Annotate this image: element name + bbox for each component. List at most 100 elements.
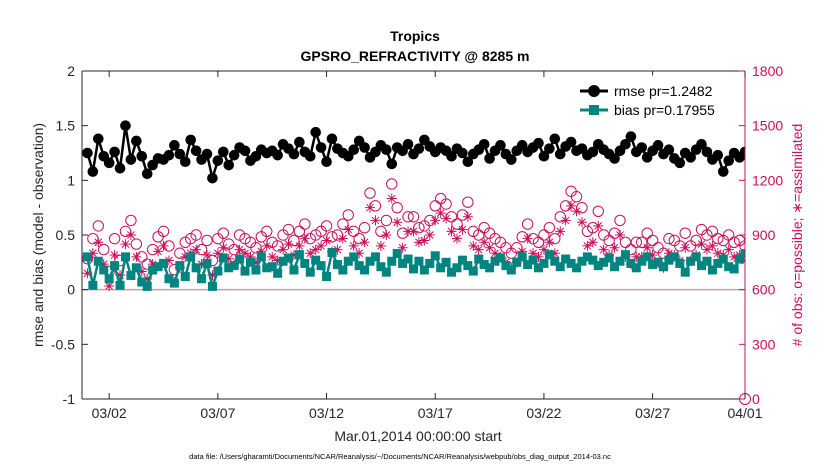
- rmse-point: [310, 126, 321, 138]
- bias-point: [218, 253, 228, 263]
- bias-point: [430, 251, 440, 261]
- rmse-point: [723, 155, 734, 166]
- bias-point: [376, 262, 386, 272]
- obs-assimilated-point: [163, 255, 174, 266]
- obs-possible-point: [391, 201, 403, 214]
- bias-point: [99, 265, 109, 275]
- obs-possible-point: [722, 229, 735, 241]
- obs-assimilated-point: [392, 217, 403, 228]
- rmse-point: [223, 159, 235, 171]
- obs-assimilated-point: [593, 220, 604, 231]
- bias-point: [153, 262, 163, 272]
- obs-assimilated-point: [299, 233, 310, 244]
- obs-assimilated-point: [615, 230, 626, 240]
- bias-point: [419, 265, 429, 275]
- bias-point: [577, 256, 587, 266]
- obs-assimilated-point: [158, 240, 169, 251]
- rmse-point: [652, 140, 664, 151]
- rmse-point: [217, 146, 229, 158]
- obs-possible-point: [92, 220, 105, 232]
- obs-assimilated-point: [386, 193, 397, 204]
- obs-assimilated-point: [305, 248, 316, 259]
- obs-assimilated-point: [408, 226, 419, 237]
- obs-possible-point: [625, 243, 637, 256]
- rmse-point: [272, 149, 283, 161]
- obs-possible-point: [98, 243, 110, 256]
- obs-assimilated-point: [147, 259, 158, 270]
- bias-point: [186, 252, 196, 262]
- rmse-point: [609, 153, 620, 164]
- bias-point: [197, 274, 207, 284]
- obs-assimilated-point: [441, 213, 452, 224]
- bias-point: [561, 254, 571, 264]
- obs-assimilated-point: [538, 244, 549, 255]
- y2-axis-label: # of obs: o=possible; ∗=assimilated: [789, 124, 805, 347]
- obs-assimilated-point: [723, 244, 734, 255]
- axes: -1 -0.5 0 0.5 1 1.5 2 0 300 600 900 1200 1500 1800 03/…: [51, 63, 783, 421]
- legend-bias-label: bias pr=0.17955: [614, 102, 715, 118]
- bias-point: [610, 262, 620, 272]
- bias-point: [495, 253, 505, 263]
- bias-point: [115, 280, 125, 290]
- obs-possible-point: [386, 178, 398, 190]
- obs-assimilated-point: [104, 281, 115, 292]
- obs-assimilated-point: [120, 239, 131, 250]
- bias-point: [322, 272, 332, 282]
- rmse-point: [304, 150, 316, 162]
- rmse-point: [478, 138, 490, 150]
- rmse-point: [717, 166, 729, 177]
- rmse-point: [125, 154, 137, 165]
- rmse-point: [663, 144, 675, 156]
- obs-assimilated-point: [212, 248, 223, 259]
- obs-possible-point: [364, 187, 376, 199]
- rmse-point: [114, 163, 126, 174]
- bias-point: [148, 265, 158, 275]
- rmse-point: [212, 155, 224, 166]
- obs-possible-point: [299, 218, 311, 230]
- legend-rmse-marker: [588, 85, 600, 97]
- rmse-point: [506, 154, 517, 165]
- obs-possible-point: [190, 229, 202, 241]
- rmse-point: [201, 148, 213, 160]
- rmse-point: [103, 157, 115, 169]
- obs-assimilated-point: [571, 206, 582, 217]
- bias-point: [370, 252, 380, 262]
- bias-point: [517, 252, 527, 262]
- rmse-point: [402, 138, 414, 150]
- y2-tick-label: 1800: [752, 63, 783, 79]
- obs-possible-point: [473, 229, 485, 241]
- rmse-point: [326, 133, 338, 145]
- obs-possible-point: [641, 227, 653, 239]
- obs-possible-point: [293, 225, 306, 238]
- obs-assimilated-point: [288, 250, 299, 261]
- bias-point: [278, 256, 288, 266]
- bias-point: [729, 264, 739, 274]
- obs-assimilated-point: [451, 233, 462, 244]
- rmse-point: [495, 140, 506, 151]
- bias-point: [409, 264, 418, 274]
- y-axis-label: rmse and bias (model - observation): [30, 123, 46, 347]
- obs-assimilated-point: [125, 230, 136, 240]
- legend-rmse-label: rmse pr=1.2482: [614, 83, 713, 99]
- plot-area: [82, 120, 751, 405]
- obs-possible-point: [728, 236, 740, 248]
- obs-assimilated-point: [201, 250, 212, 261]
- obs-possible-point: [380, 214, 393, 227]
- obs-assimilated-point: [528, 248, 539, 259]
- obs-possible-point: [451, 218, 463, 230]
- legend-box: [575, 75, 741, 123]
- obs-assimilated-point: [245, 251, 256, 262]
- obs-assimilated-point: [696, 239, 707, 250]
- rmse-point: [386, 158, 398, 170]
- y2-tick-label: 600: [752, 282, 776, 298]
- bias-point: [501, 261, 511, 271]
- rmse-point: [87, 166, 99, 177]
- obs-assimilated-point: [256, 246, 267, 257]
- bias-point: [354, 261, 364, 271]
- rmse-point: [538, 150, 550, 162]
- bias-point: [707, 265, 717, 275]
- bias-point: [593, 261, 603, 271]
- obs-possible-point: [592, 205, 604, 218]
- obs-assimilated-point: [218, 242, 229, 253]
- bias-point: [572, 263, 582, 273]
